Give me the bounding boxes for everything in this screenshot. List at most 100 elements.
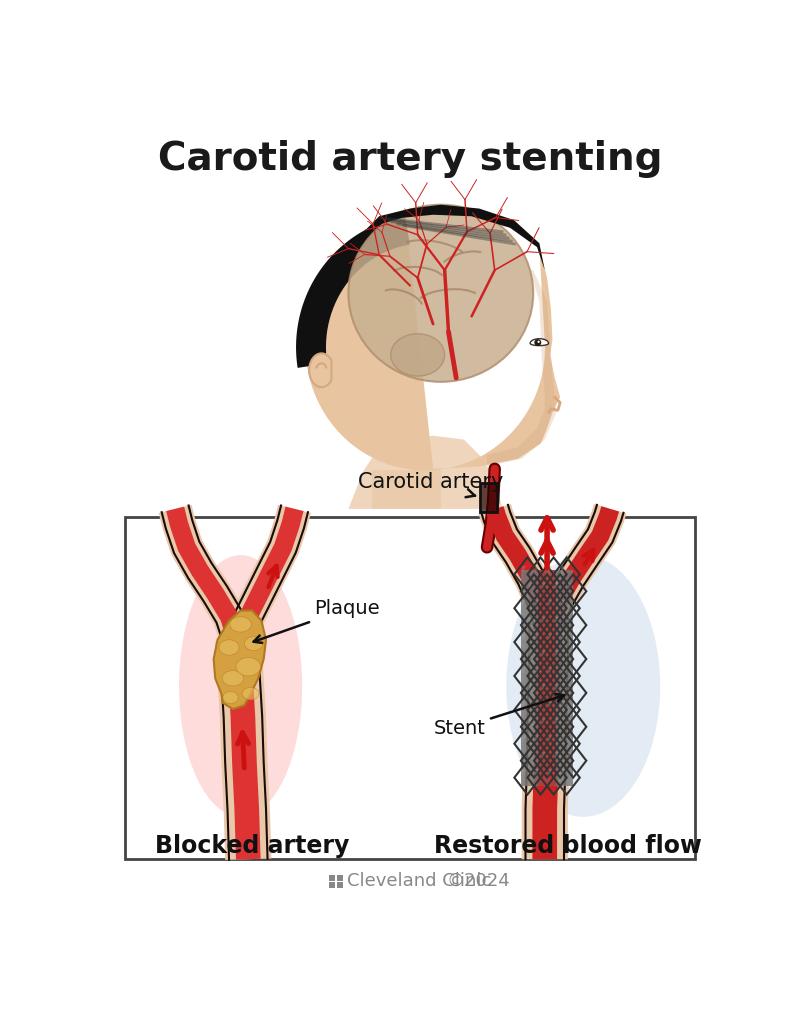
Circle shape <box>538 340 540 343</box>
Text: Cleveland Clinic: Cleveland Clinic <box>347 872 491 889</box>
Polygon shape <box>555 582 559 590</box>
Polygon shape <box>542 685 546 691</box>
Bar <box>329 874 335 880</box>
Ellipse shape <box>223 691 238 704</box>
Bar <box>337 874 343 880</box>
Polygon shape <box>522 633 526 640</box>
Polygon shape <box>214 611 266 709</box>
Polygon shape <box>522 624 572 859</box>
Circle shape <box>534 339 542 346</box>
Polygon shape <box>568 582 572 590</box>
Polygon shape <box>487 270 556 467</box>
Text: Blocked artery: Blocked artery <box>155 834 350 858</box>
Bar <box>329 882 335 888</box>
Bar <box>538 570 556 786</box>
Polygon shape <box>562 769 566 776</box>
Polygon shape <box>548 633 552 640</box>
Polygon shape <box>542 718 546 725</box>
Polygon shape <box>478 504 564 629</box>
Ellipse shape <box>219 640 239 655</box>
Polygon shape <box>541 506 619 628</box>
Polygon shape <box>562 668 566 675</box>
Ellipse shape <box>242 688 259 700</box>
Polygon shape <box>555 685 559 691</box>
Polygon shape <box>529 617 533 623</box>
Polygon shape <box>522 600 526 607</box>
Polygon shape <box>535 566 539 572</box>
Bar <box>521 570 574 786</box>
Polygon shape <box>562 701 566 708</box>
Polygon shape <box>568 753 572 759</box>
Polygon shape <box>158 504 253 645</box>
Polygon shape <box>548 769 552 776</box>
Polygon shape <box>166 506 246 642</box>
Polygon shape <box>555 753 559 759</box>
Polygon shape <box>356 205 545 270</box>
Text: Carotid artery stenting: Carotid artery stenting <box>158 140 662 177</box>
Polygon shape <box>562 566 566 572</box>
Polygon shape <box>522 769 526 776</box>
Polygon shape <box>542 582 546 590</box>
Ellipse shape <box>179 555 302 816</box>
Polygon shape <box>534 504 626 631</box>
Polygon shape <box>529 718 533 725</box>
Bar <box>480 482 497 512</box>
Ellipse shape <box>349 205 534 382</box>
Polygon shape <box>522 668 526 675</box>
Polygon shape <box>529 582 533 590</box>
Polygon shape <box>555 617 559 623</box>
Polygon shape <box>548 566 552 572</box>
Polygon shape <box>535 701 539 708</box>
Polygon shape <box>548 701 552 708</box>
Polygon shape <box>542 617 546 623</box>
Polygon shape <box>542 753 546 759</box>
Polygon shape <box>555 650 559 657</box>
Bar <box>337 882 343 888</box>
Polygon shape <box>522 701 526 708</box>
Polygon shape <box>535 735 539 743</box>
Polygon shape <box>529 650 533 657</box>
Polygon shape <box>568 718 572 725</box>
Text: Stent: Stent <box>434 694 564 737</box>
Polygon shape <box>296 217 410 368</box>
Polygon shape <box>562 600 566 607</box>
Polygon shape <box>529 685 533 691</box>
Bar <box>480 482 497 512</box>
Polygon shape <box>349 436 502 509</box>
Polygon shape <box>568 650 572 657</box>
Polygon shape <box>486 506 557 627</box>
Polygon shape <box>522 735 526 743</box>
Text: Carotid artery: Carotid artery <box>358 472 503 497</box>
Polygon shape <box>533 624 561 859</box>
Polygon shape <box>568 617 572 623</box>
Polygon shape <box>215 638 271 860</box>
Polygon shape <box>522 566 526 572</box>
Polygon shape <box>535 769 539 776</box>
Polygon shape <box>548 735 552 743</box>
Ellipse shape <box>230 617 251 632</box>
Polygon shape <box>555 718 559 725</box>
Polygon shape <box>548 668 552 675</box>
Text: ©2024: ©2024 <box>447 872 510 889</box>
Ellipse shape <box>222 671 244 686</box>
Polygon shape <box>232 506 303 642</box>
Polygon shape <box>306 226 560 470</box>
Bar <box>125 517 695 859</box>
Ellipse shape <box>506 555 660 816</box>
Polygon shape <box>535 633 539 640</box>
Ellipse shape <box>390 333 445 376</box>
Polygon shape <box>568 685 572 691</box>
Ellipse shape <box>236 657 261 676</box>
Polygon shape <box>309 354 331 387</box>
Polygon shape <box>226 639 261 860</box>
Polygon shape <box>548 600 552 607</box>
Polygon shape <box>562 735 566 743</box>
Polygon shape <box>529 753 533 759</box>
Polygon shape <box>530 338 549 345</box>
Polygon shape <box>562 633 566 640</box>
Text: Plaque: Plaque <box>254 600 379 643</box>
Polygon shape <box>542 650 546 657</box>
Ellipse shape <box>245 637 263 650</box>
Text: Restored blood flow: Restored blood flow <box>434 834 702 858</box>
Polygon shape <box>535 600 539 607</box>
